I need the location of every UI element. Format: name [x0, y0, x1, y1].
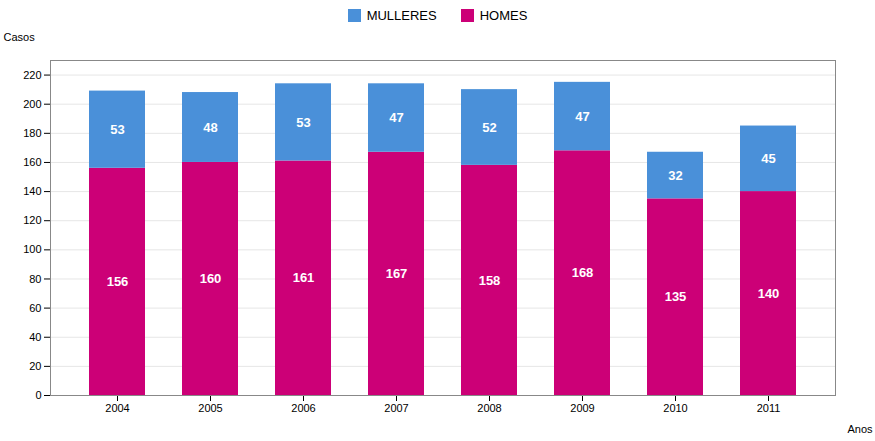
svg-text:Casos: Casos — [4, 31, 36, 43]
svg-text:168: 168 — [572, 265, 594, 280]
svg-text:0: 0 — [35, 389, 41, 401]
svg-text:2009: 2009 — [570, 402, 594, 414]
svg-text:2004: 2004 — [105, 402, 129, 414]
svg-text:47: 47 — [575, 109, 589, 124]
svg-text:2006: 2006 — [291, 402, 315, 414]
svg-text:80: 80 — [29, 272, 41, 284]
svg-text:45: 45 — [761, 151, 775, 166]
svg-text:Anos: Anos — [847, 423, 873, 435]
svg-text:100: 100 — [23, 243, 41, 255]
svg-text:180: 180 — [23, 127, 41, 139]
svg-text:60: 60 — [29, 302, 41, 314]
svg-text:120: 120 — [23, 214, 41, 226]
html-text:HOMES: HOMES — [479, 7, 528, 23]
svg-text:20: 20 — [29, 360, 41, 372]
svg-text:2011: 2011 — [757, 402, 781, 414]
svg-text:53: 53 — [296, 115, 310, 130]
svg-text:2005: 2005 — [198, 402, 222, 414]
html-text:MULLERES: MULLERES — [366, 7, 437, 23]
svg-text:47: 47 — [389, 110, 403, 125]
svg-text:53: 53 — [110, 122, 124, 137]
svg-text:156: 156 — [107, 274, 129, 289]
svg-text:140: 140 — [23, 185, 41, 197]
svg-text:2007: 2007 — [384, 402, 408, 414]
svg-text:135: 135 — [665, 289, 687, 304]
svg-text:161: 161 — [293, 270, 315, 285]
svg-text:160: 160 — [23, 156, 41, 168]
svg-text:158: 158 — [479, 273, 501, 288]
svg-text:140: 140 — [758, 286, 780, 301]
svg-text:40: 40 — [29, 331, 41, 343]
svg-text:200: 200 — [23, 98, 41, 110]
svg-text:48: 48 — [203, 120, 217, 135]
svg-text:32: 32 — [668, 168, 682, 183]
svg-text:167: 167 — [386, 266, 408, 281]
svg-text:220: 220 — [23, 69, 41, 81]
svg-text:2010: 2010 — [663, 402, 687, 414]
svg-text:160: 160 — [200, 271, 222, 286]
svg-text:52: 52 — [482, 120, 496, 135]
svg-text:2008: 2008 — [477, 402, 501, 414]
